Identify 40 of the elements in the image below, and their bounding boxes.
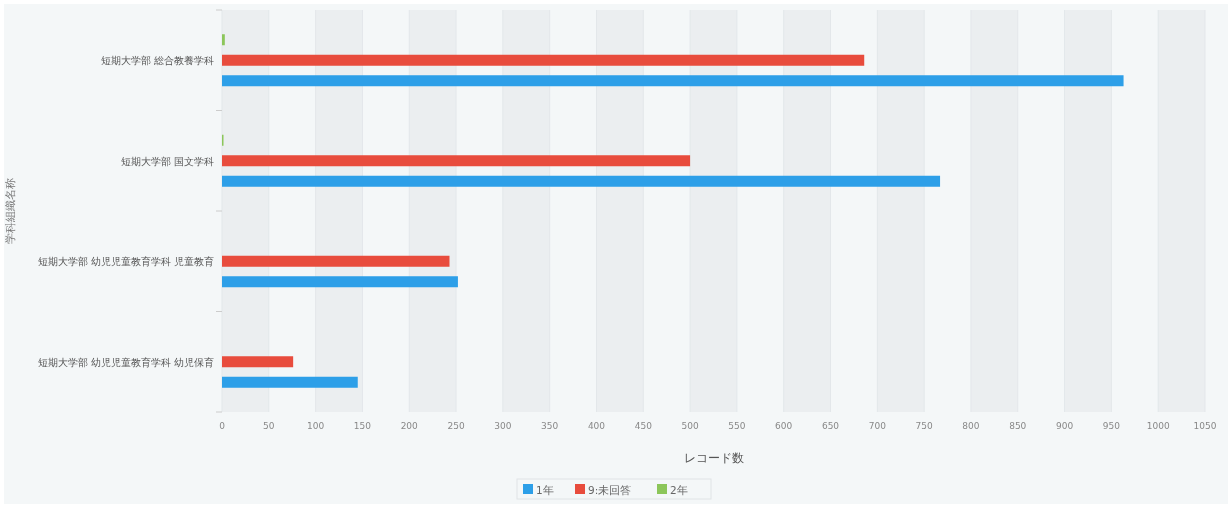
- y-tick-label: 短期大学部 幼児児童教育学科 幼児保育: [37, 356, 214, 368]
- x-tick-label: 500: [681, 421, 699, 431]
- x-tick-label: 150: [353, 421, 372, 431]
- bar: [222, 376, 358, 388]
- x-tick-label: 550: [728, 421, 746, 431]
- bar: [222, 255, 450, 267]
- bar: [222, 175, 941, 187]
- bar: [222, 276, 458, 288]
- x-tick-label: 50: [263, 421, 275, 431]
- x-tick-label: 0: [219, 421, 226, 431]
- x-tick-label: 650: [821, 421, 840, 431]
- x-tick-label: 1000: [1146, 421, 1170, 431]
- y-axis-title: 学科組織名称: [4, 178, 17, 244]
- bar: [222, 54, 865, 66]
- x-axis-title: レコード数: [683, 451, 744, 465]
- legend-label: 2年: [670, 484, 688, 496]
- x-tick-label: 450: [634, 421, 653, 431]
- x-tick-label: 800: [962, 421, 980, 431]
- x-tick-label: 600: [775, 421, 793, 431]
- x-tick-label: 100: [307, 421, 325, 431]
- x-tick-label: 750: [915, 421, 933, 431]
- y-tick-label: 短期大学部 総合教養学科: [100, 55, 214, 67]
- x-tick-label: 250: [447, 421, 465, 431]
- legend-label: 9:未回答: [588, 484, 632, 496]
- x-tick-label: 950: [1102, 421, 1121, 431]
- x-tick-label: 900: [1055, 421, 1074, 431]
- y-tick-label: 短期大学部 幼児児童教育学科 児童教育: [37, 256, 214, 268]
- x-tick-label: 350: [541, 421, 559, 431]
- x-tick-label: 200: [400, 421, 419, 431]
- x-tick-label: 1050: [1193, 421, 1217, 431]
- x-tick-label: 400: [587, 421, 606, 431]
- bar: [222, 75, 1124, 87]
- legend-label: 1年: [536, 484, 554, 496]
- x-tick-label: 700: [868, 421, 887, 431]
- bar: [222, 356, 294, 368]
- bar: [222, 34, 225, 46]
- bar: [222, 155, 691, 167]
- x-tick-label: 300: [494, 421, 512, 431]
- x-tick-label: 850: [1009, 421, 1027, 431]
- y-tick-label: 短期大学部 国文学科: [120, 155, 214, 167]
